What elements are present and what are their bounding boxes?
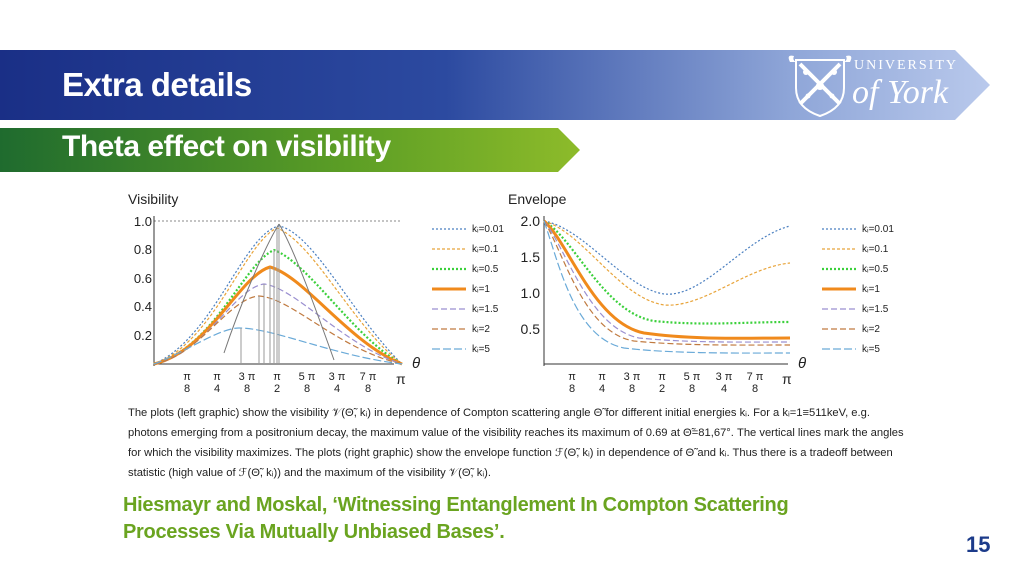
reference-citation: Hiesmayr and Moskal, ‘Witnessing Entangl… (123, 494, 789, 543)
legend-item: kᵢ=0.01 (432, 223, 504, 235)
legend-item: kᵢ=0.01 (822, 223, 894, 235)
x-tick-den: 8 (629, 383, 635, 393)
y-tick-label: 1.5 (521, 249, 541, 265)
visibility-ylabel: Visibility (128, 191, 178, 207)
x-tick-num: 3 π (239, 371, 256, 383)
x-tick-num: π (598, 371, 606, 383)
logo-text-york: of York (852, 74, 949, 111)
x-tick-den: 8 (689, 383, 695, 393)
theta-label: θ (798, 355, 806, 372)
x-tick-den: 4 (721, 383, 727, 393)
x-tick-num: π (273, 371, 281, 383)
x-tick-den: 8 (184, 383, 190, 393)
legend-item: kᵢ=1 (822, 283, 880, 295)
y-tick-label: 0.4 (134, 299, 152, 314)
logo-text-university: UNIVERSITY (854, 58, 958, 73)
x-tick-num: π (213, 371, 221, 383)
envelope-chart: Envelope 2.0 1.5 1.0 0.5 π 8 π 4 3 π 8 π… (508, 191, 806, 393)
x-tick-num: 7 π (360, 371, 377, 383)
y-tick-label: 1.0 (521, 285, 541, 301)
x-tick-num: π (568, 371, 576, 383)
x-tick-num: 7 π (747, 371, 764, 383)
legend-item: kᵢ=5 (432, 343, 490, 355)
x-end-label: π (782, 371, 792, 387)
x-tick-num: 3 π (716, 371, 733, 383)
x-tick-den: 4 (599, 383, 605, 393)
theta-label: θ (412, 355, 420, 372)
figure-caption: The plots (left graphic) show the visibi… (128, 407, 904, 479)
header-bar (0, 50, 990, 120)
x-tick-den: 2 (274, 383, 280, 393)
subtitle-bar (0, 128, 580, 172)
x-tick-den: 8 (244, 383, 250, 393)
page-title: Extra details (62, 66, 252, 103)
x-tick-num: π (658, 371, 666, 383)
x-tick-num: π (183, 371, 191, 383)
legend-item: kᵢ=0.1 (822, 243, 889, 255)
legend-item: kᵢ=2 (822, 323, 880, 335)
x-tick-num: 5 π (684, 371, 701, 383)
legend-item: kᵢ=1.5 (822, 303, 889, 315)
x-tick-num: 5 π (299, 371, 316, 383)
y-tick-label: 2.0 (521, 213, 541, 229)
visibility-chart: Visibility 1.0 0.8 0.6 0.4 0.2 π 8 π 4 3… (128, 191, 420, 393)
legend-item: kᵢ=0.5 (822, 263, 889, 275)
envelope-ylabel: Envelope (508, 191, 567, 207)
x-tick-den: 4 (214, 383, 220, 393)
y-tick-label: 1.0 (134, 214, 152, 229)
left-legend: kᵢ=0.01 kᵢ=0.1 kᵢ=0.5 kᵢ=1 kᵢ=1.5 kᵢ=2 k… (432, 219, 504, 359)
legend-item: kᵢ=1 (432, 283, 490, 295)
y-tick-label: 0.2 (134, 328, 152, 343)
y-tick-label: 0.5 (521, 321, 541, 337)
x-tick-den: 4 (334, 383, 340, 393)
x-tick-num: 3 π (329, 371, 346, 383)
x-tick-den: 8 (752, 383, 758, 393)
legend-item: kᵢ=1.5 (432, 303, 499, 315)
legend-item: kᵢ=5 (822, 343, 880, 355)
x-tick-den: 2 (659, 383, 665, 393)
x-end-label: π (396, 371, 406, 387)
page-subtitle: Theta effect on visibility (62, 130, 391, 163)
university-crest-icon (788, 55, 852, 118)
y-tick-label: 0.8 (134, 242, 152, 257)
legend-item: kᵢ=0.5 (432, 263, 499, 275)
x-tick-den: 8 (365, 383, 371, 393)
y-tick-label: 0.6 (134, 271, 152, 286)
x-tick-num: 3 π (624, 371, 641, 383)
x-tick-den: 8 (304, 383, 310, 393)
legend-item: kᵢ=2 (432, 323, 490, 335)
x-tick-den: 8 (569, 383, 575, 393)
legend-item: kᵢ=0.1 (432, 243, 499, 255)
page-number: 15 (966, 532, 991, 557)
right-legend: kᵢ=0.01 kᵢ=0.1 kᵢ=0.5 kᵢ=1 kᵢ=1.5 kᵢ=2 k… (822, 219, 894, 359)
